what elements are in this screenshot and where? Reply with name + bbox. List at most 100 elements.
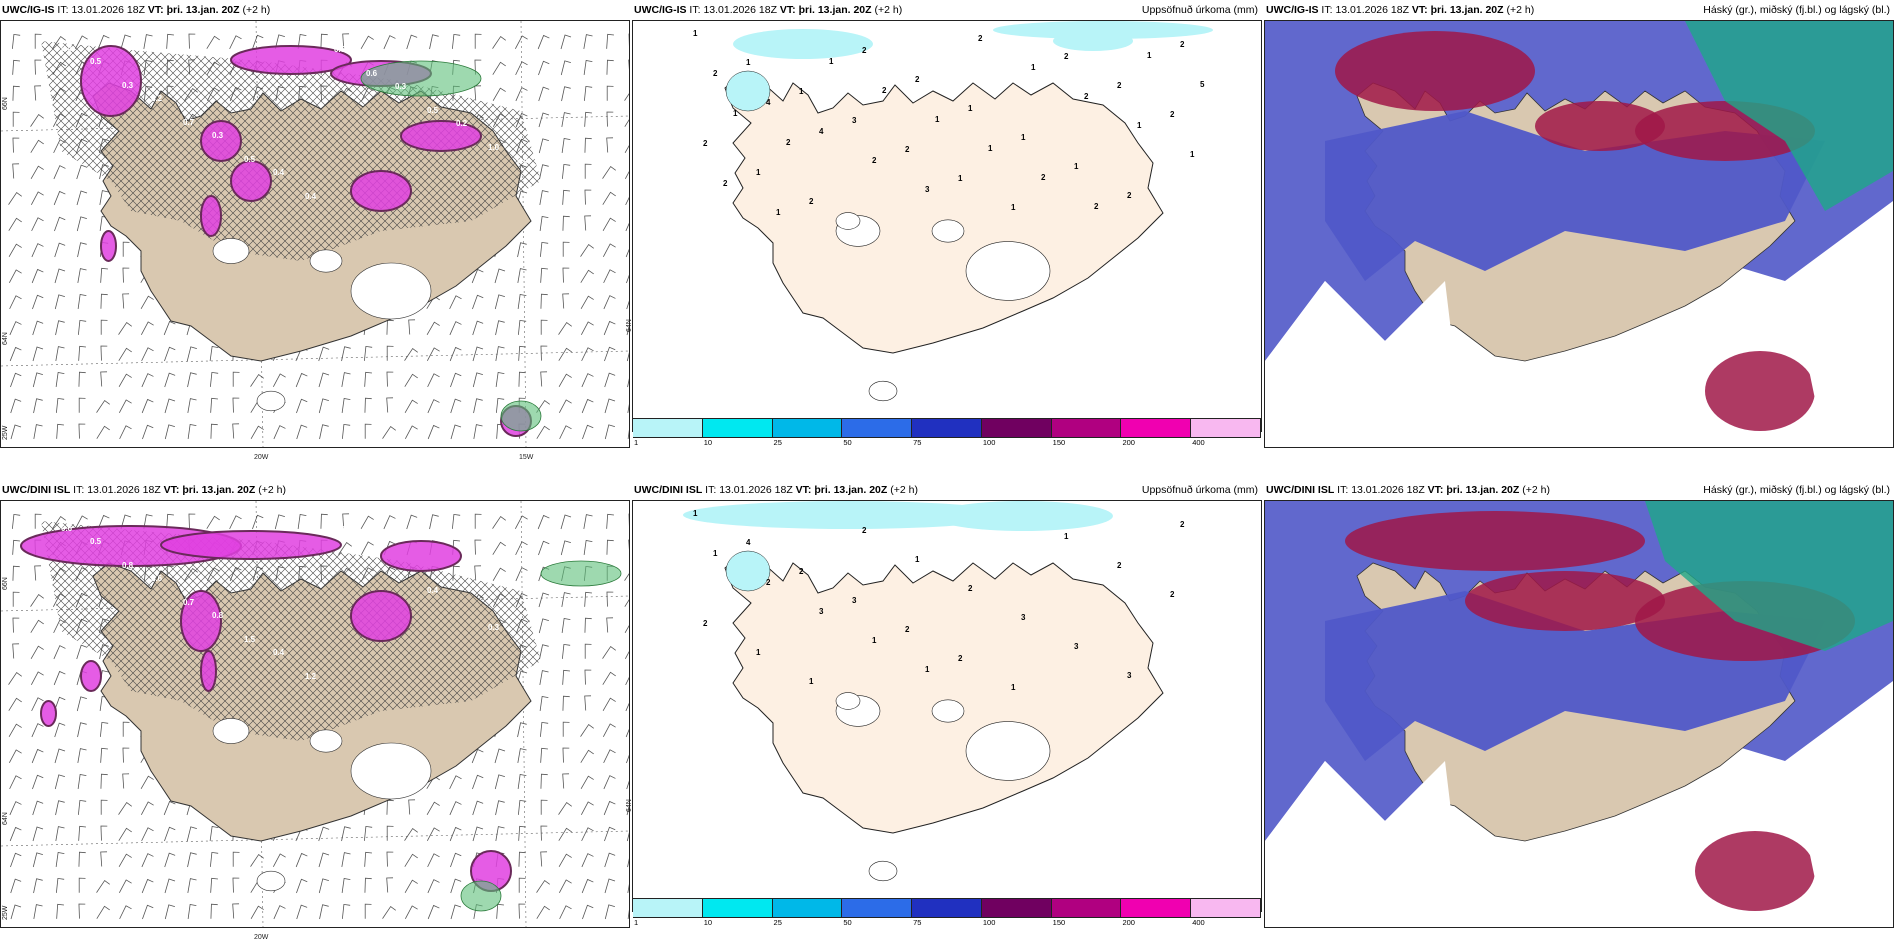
wind-barb — [558, 801, 572, 815]
low-cloud-area — [1685, 21, 1893, 211]
wind-barb — [141, 347, 154, 362]
wind-barb — [187, 372, 197, 388]
wind-barb — [118, 879, 132, 894]
wind-barb — [122, 267, 130, 283]
wind-barb — [341, 826, 351, 842]
wind-barb — [34, 565, 42, 581]
panel-dini-wind: UWC/DINI ISL IT: 13.01.2026 18Z VT: þri.… — [0, 480, 630, 941]
wind-barb — [142, 904, 154, 920]
precip-value-label: 1 — [776, 208, 781, 217]
wind-barb — [539, 721, 549, 737]
precip-value-label: 1 — [1064, 532, 1069, 541]
wind-barb — [31, 217, 44, 232]
wind-barb — [625, 697, 629, 712]
cloud-water-area — [230, 45, 352, 75]
wind-barb — [54, 774, 65, 790]
wind-barb — [602, 217, 616, 231]
colorbar-tick-label: 10 — [703, 918, 713, 927]
wind-barb — [514, 35, 528, 50]
wind-barb — [583, 85, 593, 101]
colorbar-swatch — [842, 419, 913, 437]
map-frame[interactable] — [1264, 20, 1894, 448]
wind-barb — [580, 749, 594, 763]
wind-barb — [515, 541, 528, 556]
wind-barb — [250, 905, 264, 919]
precip-value-label: 1 — [693, 509, 698, 518]
wind-barb — [8, 269, 22, 284]
wind-barb — [338, 541, 352, 555]
wind-barb — [495, 372, 505, 387]
wind-barb — [583, 540, 593, 555]
map-frame[interactable]: 0.4 0.3 0.7 0.5 0.4 0.6 0.5 1.0 0.8 0.5 0.2 0.3 0.4 0… — [0, 20, 630, 448]
wind-barb — [562, 669, 570, 685]
wind-barb — [584, 163, 592, 179]
panel-header: UWC/IG-IS IT: 13.01.2026 18Z VT: þri. 13… — [634, 4, 903, 16]
wind-barb — [8, 217, 22, 231]
wind-barb — [539, 696, 549, 711]
wind-barb — [122, 721, 130, 737]
map-frame[interactable]: 0.6 0.8 0.7 1.5 1.2 0.6 0.4 0.3 0.2 0.5 0.6 0.8 0.4 0… — [0, 500, 630, 928]
wind-barb — [625, 722, 629, 738]
wind-barb — [140, 321, 154, 336]
wind-barb — [186, 346, 197, 362]
wind-barb — [31, 243, 44, 258]
wind-barb — [427, 399, 440, 414]
wind-barb — [451, 33, 461, 49]
wind-barb — [12, 59, 20, 75]
wind-barb — [140, 295, 154, 309]
wind-barb — [55, 372, 65, 387]
wind-barb — [97, 34, 110, 50]
wind-barb — [210, 423, 218, 439]
wind-barb — [55, 320, 65, 336]
wind-barb — [449, 801, 462, 816]
wind-barb — [581, 853, 594, 868]
wind-barb — [9, 295, 22, 310]
wind-barb — [32, 346, 44, 362]
wind-barb — [604, 852, 616, 868]
wind-barb — [77, 722, 87, 738]
map-frame[interactable]: 1 1 1 3 2 1 1 2 2 2 2 1 2 2 2 1 1 1 2 2 2 4 4 2 3 2 1 2 1 1 2 1 1 2 1 1 2 2 1 5… — [632, 20, 1262, 432]
wind-barb — [624, 593, 629, 607]
lat-label: 66N — [2, 97, 9, 110]
colorbar-swatch — [1051, 419, 1122, 437]
map-frame[interactable]: 1 4 2 3 2 2 1 1 2 2 2 1 1 2 1 2 3 3 3 2 1 2 3 1 1 — [632, 500, 1262, 912]
colorbar-swatch — [912, 899, 982, 917]
glacier — [931, 219, 965, 243]
map-frame[interactable] — [1264, 500, 1894, 928]
wind-barb — [404, 905, 418, 920]
iceland-land — [724, 74, 1164, 354]
wind-cloud-map: 0.6 0.8 0.7 1.5 1.2 0.6 0.4 0.3 0.2 0.5 0.6 0.8 0.4 0… — [1, 501, 629, 927]
wind-barb — [100, 851, 108, 867]
wind-barb — [606, 513, 614, 529]
wind-barb — [492, 541, 506, 555]
wind-barb — [383, 515, 396, 530]
wind-barb — [12, 539, 20, 555]
ice-cloud-area — [500, 400, 542, 432]
wind-barb — [54, 722, 66, 738]
wind-barb — [54, 268, 66, 284]
wind-barb — [274, 514, 285, 530]
wind-barb — [360, 541, 374, 556]
wind-barb — [232, 903, 240, 919]
wind-barb — [517, 242, 527, 258]
wind-barb — [55, 852, 65, 867]
colorbar-tick-label: 1 — [634, 918, 639, 927]
precip-value-label: 1 — [915, 555, 920, 564]
wind-barb — [364, 371, 372, 387]
precip-value-label: 3 — [1127, 671, 1132, 680]
wind-barb — [606, 591, 614, 607]
wind-barb — [627, 878, 629, 894]
colorbar-swatch — [981, 899, 1052, 917]
wind-barb — [296, 904, 308, 920]
cloud-value-label: 0.5 — [244, 155, 256, 164]
glacier — [256, 870, 286, 892]
wind-barb — [118, 399, 132, 414]
wind-barb — [163, 800, 176, 816]
precip-value-label: 3 — [1074, 642, 1079, 651]
wind-barb — [341, 852, 351, 868]
wind-barb — [559, 905, 572, 920]
wind-barb — [186, 826, 197, 842]
wind-barb — [540, 773, 548, 789]
wind-barb — [540, 319, 548, 335]
wind-barb — [32, 372, 43, 388]
